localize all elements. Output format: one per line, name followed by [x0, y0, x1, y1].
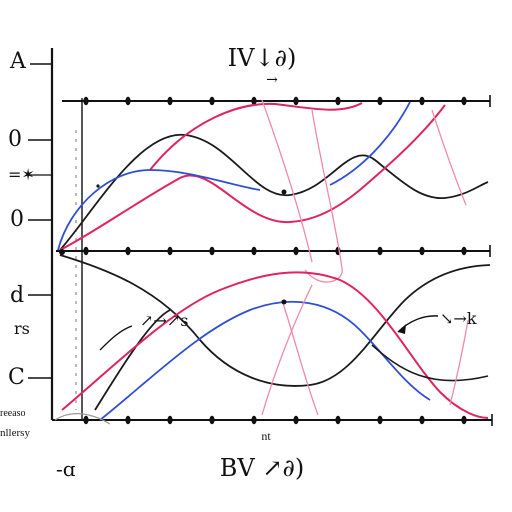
bottom-left-label: -ɑ [56, 457, 76, 481]
left-mark-3: 0 [10, 207, 24, 232]
upper-pink-curve [261, 99, 313, 263]
left-mark-1: 0 [8, 127, 22, 152]
upper-black-curve [59, 134, 489, 251]
left-mark-2: =✶ [8, 165, 35, 184]
axis-tick-dot [209, 246, 215, 256]
lower-pink-curve [261, 284, 313, 416]
top-left-marker: Α [9, 49, 27, 74]
axis-tick-dot [125, 246, 131, 256]
top-title-arrow: → [266, 72, 278, 88]
axis-tick-dot [461, 96, 467, 106]
top-title: IV↓∂) [228, 44, 297, 72]
bottom-title: BV ↗∂) [220, 454, 304, 482]
axis-tick-dot [293, 246, 299, 256]
axis-tick-dot [377, 246, 383, 256]
bottom-tick-note: nt [261, 429, 271, 443]
left-mark-4: d [10, 283, 24, 308]
annotation-arrow-left [99, 325, 133, 351]
axis-tick-dot [209, 96, 215, 106]
axis-tick-dot [335, 96, 341, 106]
axis-tick-dot [293, 415, 299, 425]
upper-blue-curve-2 [329, 101, 411, 186]
axis-tick-dot [293, 96, 299, 106]
lower-red-curve [61, 271, 489, 419]
lower-black-curve-3 [371, 344, 489, 382]
upper-pink-curve-3 [431, 109, 467, 206]
axis-tick-dot [83, 96, 89, 106]
axis-tick-dot [335, 415, 341, 425]
lower-pink-curve-3 [449, 319, 469, 406]
marker-dot [59, 249, 65, 255]
axis-tick-dot [125, 96, 131, 106]
left-small-1: reeaso [0, 408, 26, 419]
axis-tick-dot [377, 415, 383, 425]
left-mark-5: rs [14, 319, 30, 338]
axis-tick-dot [125, 415, 131, 425]
upper-blue-curve [57, 169, 261, 251]
upper-red-curve-2 [149, 102, 363, 171]
arrowhead [398, 324, 406, 334]
annotation-mid: ↗→↗s [140, 311, 188, 330]
axis-tick-dot [83, 246, 89, 256]
axis-tick-dot [251, 246, 257, 256]
axis-tick-dot [251, 96, 257, 106]
lower-black-curve [59, 254, 491, 387]
axis-tick-dot [167, 246, 173, 256]
axis-tick-dot [209, 415, 215, 425]
axis-tick-dot [167, 96, 173, 106]
axis-tick-dot [377, 96, 383, 106]
lower-pink-curve-2 [281, 299, 319, 416]
left-mark-6: C [8, 365, 25, 390]
lower-blue-curve [99, 300, 431, 421]
axis-tick-dot [83, 415, 89, 425]
left-small-2: nllersy [0, 427, 30, 439]
axis-tick-dot [461, 415, 467, 425]
axis-tick-dot [419, 246, 425, 256]
axis-tick-dot [167, 415, 173, 425]
axis-tick-dot [419, 415, 425, 425]
upper-red-curve [59, 104, 446, 251]
upper-pink-curve-2 [304, 109, 343, 283]
marker-dot [96, 184, 100, 188]
marker-dot [281, 299, 287, 305]
axis-tick-dot [419, 96, 425, 106]
annotation-right: ↘→k [440, 309, 477, 328]
marker-dot [281, 189, 287, 195]
lower-gray-curve [54, 413, 111, 425]
axis-tick-dot [251, 415, 257, 425]
axis-tick-dot [461, 246, 467, 256]
